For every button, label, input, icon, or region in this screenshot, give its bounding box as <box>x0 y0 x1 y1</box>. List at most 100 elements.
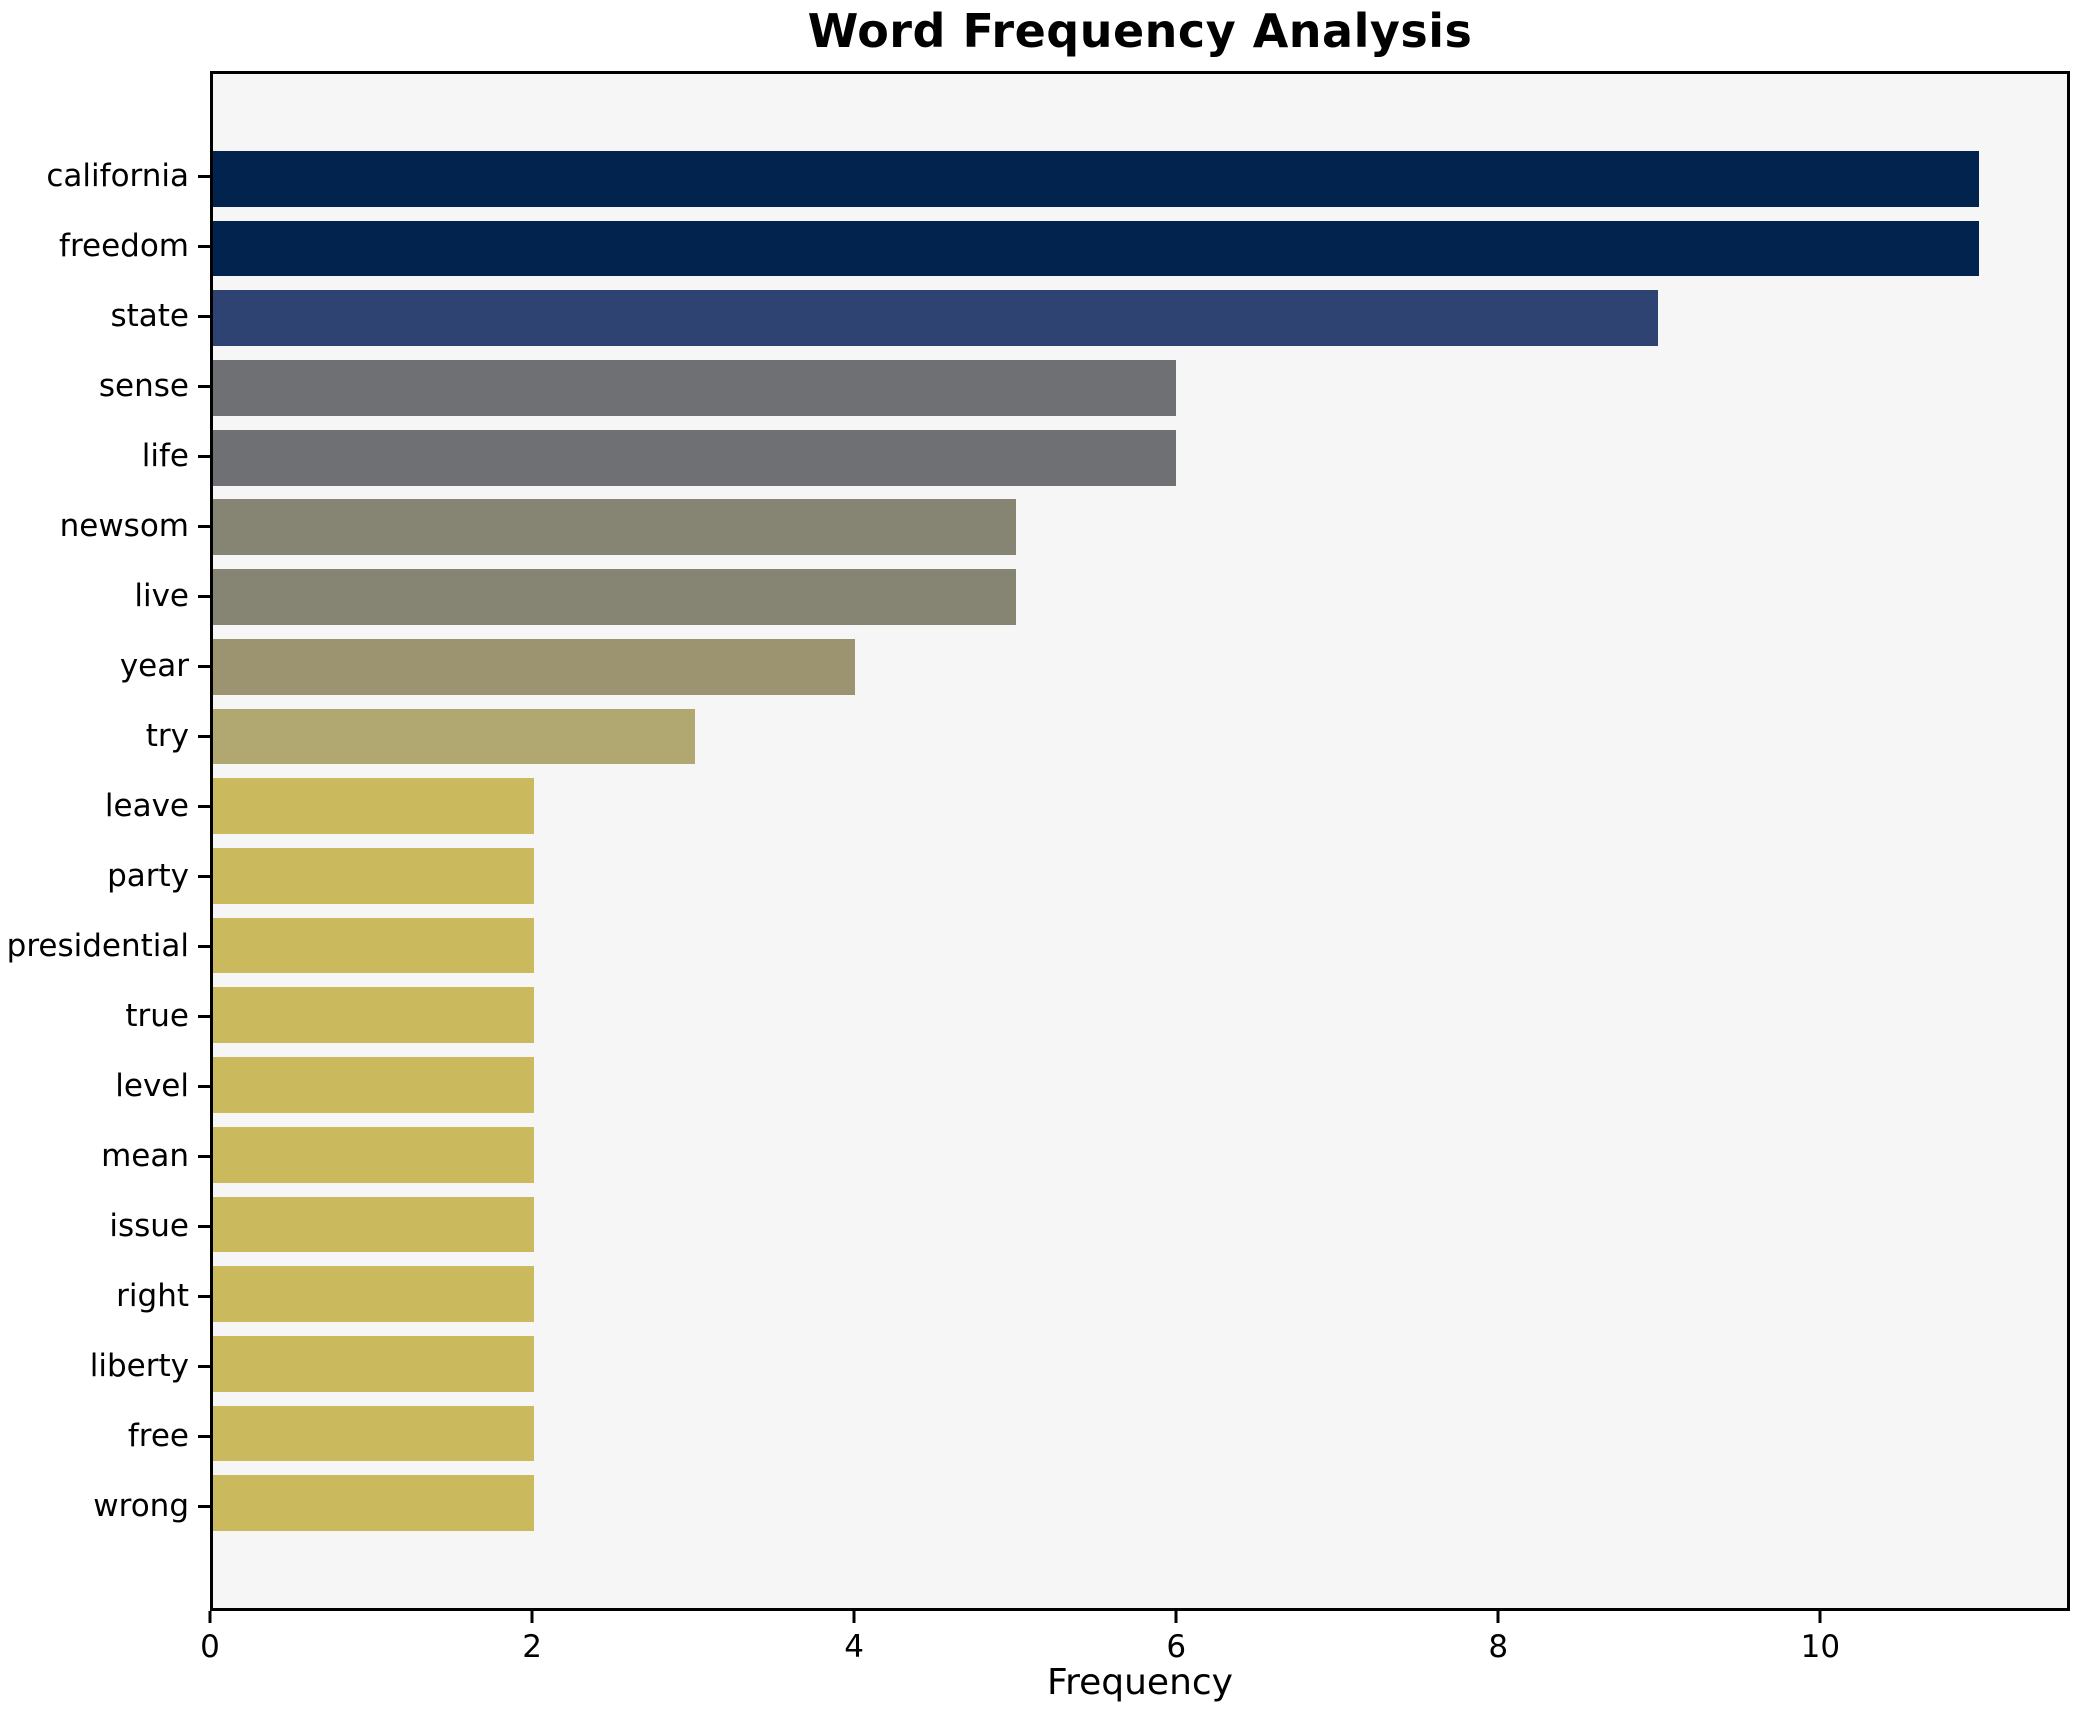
y-label-row: issue <box>0 1191 210 1261</box>
bar-row <box>213 702 2067 772</box>
y-tick-label-state: state <box>110 298 189 334</box>
bar-state <box>213 290 1658 347</box>
y-tick-label-freedom: freedom <box>59 228 189 264</box>
bar-right <box>213 1266 535 1322</box>
bar-life <box>213 429 1177 486</box>
y-label-row: party <box>0 841 210 911</box>
bar-free <box>213 1405 535 1462</box>
y-axis-labels: california freedom state sense life newsom liv… <box>0 71 210 1611</box>
y-tick-label-liberty: liberty <box>89 1348 189 1384</box>
bar-row <box>213 283 2067 353</box>
bar-row <box>213 1468 2067 1538</box>
y-label-row: newsom <box>0 491 210 561</box>
bar-live <box>213 569 1016 625</box>
x-tick-mark <box>1496 1611 1500 1623</box>
y-label-row: life <box>0 421 210 491</box>
bar-sense <box>213 360 1177 416</box>
bar-row <box>213 911 2067 981</box>
y-label-row: presidential <box>0 911 210 981</box>
bar-row <box>213 562 2067 632</box>
x-tick-label-0: 0 <box>200 1629 220 1665</box>
y-label-row: sense <box>0 351 210 421</box>
y-tick-mark <box>198 874 210 878</box>
y-tick-label-wrong: wrong <box>93 1488 189 1524</box>
y-label-row: freedom <box>0 211 210 281</box>
y-tick-mark <box>198 1364 210 1368</box>
y-label-row: wrong <box>0 1471 210 1541</box>
y-label-row: leave <box>0 771 210 841</box>
y-tick-mark <box>198 1084 210 1088</box>
bar-leave <box>213 778 535 835</box>
x-tick-label-6: 6 <box>1166 1629 1187 1665</box>
x-tick-label-8: 8 <box>1488 1629 1509 1665</box>
bar-row <box>213 632 2067 702</box>
bar-wrong <box>213 1475 535 1532</box>
y-tick-label-issue: issue <box>109 1208 189 1244</box>
x-axis-title: Frequency <box>1047 1662 1233 1703</box>
y-tick-mark <box>198 1224 210 1228</box>
y-tick-label-true: true <box>125 998 189 1034</box>
bar-row <box>213 1120 2067 1190</box>
y-tick-mark <box>198 314 210 318</box>
y-tick-label-right: right <box>116 1278 189 1314</box>
x-tick-mark <box>852 1611 856 1623</box>
y-tick-mark <box>198 1154 210 1158</box>
y-label-row: state <box>0 281 210 351</box>
bar-row <box>213 214 2067 284</box>
bar-newsom <box>213 499 1016 556</box>
y-tick-label-free: free <box>127 1418 189 1454</box>
x-tick-mark <box>1818 1611 1822 1623</box>
bar-row <box>213 423 2067 493</box>
y-tick-mark <box>198 1434 210 1438</box>
bar-level <box>213 1057 535 1113</box>
y-tick-mark <box>198 244 210 248</box>
y-tick-mark <box>198 174 210 178</box>
y-label-row: try <box>0 701 210 771</box>
plot-area <box>210 71 2070 1611</box>
y-tick-label-presidential: presidential <box>6 928 189 964</box>
y-tick-label-life: life <box>141 438 189 474</box>
y-tick-mark <box>198 454 210 458</box>
y-tick-mark <box>198 734 210 738</box>
y-tick-mark <box>198 594 210 598</box>
y-tick-label-live: live <box>134 578 189 614</box>
y-tick-label-mean: mean <box>101 1138 189 1174</box>
x-axis: 0 2 4 6 8 10 <box>200 1611 2070 1671</box>
bar-true <box>213 987 535 1044</box>
x-tick-mark <box>530 1611 534 1623</box>
bar-row <box>213 1190 2067 1260</box>
x-tick-label-2: 2 <box>522 1629 542 1665</box>
bar-row <box>213 1050 2067 1120</box>
bar-california <box>213 150 1979 207</box>
bar-issue <box>213 1196 535 1253</box>
y-tick-label-party: party <box>107 858 189 894</box>
y-label-row: level <box>0 1051 210 1121</box>
y-tick-mark <box>198 664 210 668</box>
y-tick-mark <box>198 1504 210 1508</box>
y-tick-label-year: year <box>119 648 189 684</box>
bar-liberty <box>213 1335 535 1392</box>
y-tick-mark <box>198 1294 210 1298</box>
y-tick-mark <box>198 1014 210 1018</box>
bar-row <box>213 980 2067 1050</box>
bar-party <box>213 848 535 904</box>
bar-year <box>213 638 856 695</box>
bar-row <box>213 841 2067 911</box>
bar-row <box>213 1399 2067 1469</box>
x-tick-mark <box>208 1611 212 1623</box>
y-label-row: right <box>0 1261 210 1331</box>
y-tick-label-level: level <box>115 1068 189 1104</box>
y-tick-label-newsom: newsom <box>59 508 189 544</box>
y-tick-mark <box>198 944 210 948</box>
bar-row <box>213 493 2067 563</box>
bar-try <box>213 708 695 765</box>
y-tick-label-california: california <box>46 158 189 194</box>
y-label-row: true <box>0 981 210 1051</box>
x-tick-mark <box>1174 1611 1178 1623</box>
bar-freedom <box>213 220 1979 277</box>
y-tick-mark <box>198 384 210 388</box>
x-tick-label-10: 10 <box>1800 1629 1841 1665</box>
y-tick-label-try: try <box>145 718 189 754</box>
bar-row <box>213 1259 2067 1329</box>
